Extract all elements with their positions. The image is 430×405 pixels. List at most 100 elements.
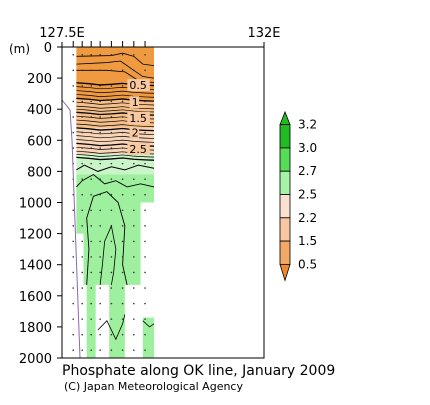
sample-point bbox=[99, 225, 101, 227]
contour-label: 0.5 bbox=[129, 79, 147, 92]
sample-point bbox=[110, 116, 113, 118]
sample-point bbox=[72, 131, 75, 134]
sample-point bbox=[121, 302, 124, 305]
sample-point bbox=[81, 333, 83, 336]
sample-point bbox=[144, 209, 146, 212]
sample-point bbox=[110, 225, 113, 227]
sample-point bbox=[121, 225, 124, 227]
sample-point bbox=[110, 131, 113, 134]
sample-point bbox=[133, 53, 135, 56]
sample-point bbox=[99, 85, 101, 87]
y-tick-label: 800 bbox=[27, 165, 52, 180]
contour-3-1-deep bbox=[142, 320, 155, 328]
sample-point bbox=[81, 349, 83, 352]
sample-point bbox=[110, 53, 113, 56]
y-tick-label: 600 bbox=[27, 134, 52, 149]
colorbar: 3.2 3.0 2.7 2.5 2.2 1.5 0.5 bbox=[279, 110, 317, 282]
colorbar-label: 3.0 bbox=[298, 141, 317, 155]
colorbar-label: 2.2 bbox=[298, 211, 317, 225]
colorbar-segment bbox=[279, 240, 291, 265]
sample-point bbox=[121, 256, 124, 258]
sample-point bbox=[99, 53, 101, 56]
sample-point bbox=[110, 162, 113, 165]
sample-point bbox=[90, 333, 92, 336]
sample-point bbox=[99, 240, 101, 243]
contour-line bbox=[76, 108, 155, 113]
colorbar-segment bbox=[279, 170, 291, 195]
sample-point bbox=[90, 162, 92, 165]
colorbar-segment bbox=[279, 217, 291, 242]
colorbar-segment bbox=[279, 194, 291, 219]
sample-point bbox=[90, 85, 92, 87]
sample-point bbox=[90, 131, 92, 134]
sample-point bbox=[133, 302, 135, 305]
sample-point bbox=[121, 318, 124, 320]
sample-point bbox=[133, 178, 135, 180]
sample-point bbox=[133, 193, 135, 196]
colorbar-label: 3.2 bbox=[298, 118, 317, 132]
sample-point bbox=[133, 287, 135, 289]
sample-point bbox=[81, 271, 83, 274]
sample-point bbox=[99, 147, 101, 149]
sample-point bbox=[90, 209, 92, 212]
sample-point bbox=[110, 209, 113, 212]
colorbar-label: 2.7 bbox=[298, 164, 317, 178]
sample-point bbox=[133, 318, 135, 320]
sample-point bbox=[72, 147, 75, 149]
sample-point bbox=[81, 131, 83, 134]
sample-point bbox=[72, 333, 75, 336]
contour-upper-1 bbox=[76, 52, 155, 67]
contour-label-bg bbox=[127, 111, 150, 124]
sample-point bbox=[81, 256, 83, 258]
contour-3-0 bbox=[86, 191, 128, 286]
contour-label: 1 bbox=[132, 96, 139, 109]
sample-points bbox=[72, 53, 146, 352]
sample-point bbox=[144, 69, 146, 72]
sample-point bbox=[110, 147, 113, 149]
sample-point bbox=[133, 349, 135, 352]
sample-point bbox=[72, 318, 75, 320]
sample-point bbox=[81, 302, 83, 305]
sample-point bbox=[81, 100, 83, 103]
contour-line bbox=[76, 139, 155, 143]
sample-point bbox=[110, 271, 113, 274]
sample-point bbox=[133, 225, 135, 227]
sample-point bbox=[144, 162, 146, 165]
sample-point bbox=[110, 287, 113, 289]
contour-line bbox=[76, 101, 155, 106]
sample-point bbox=[110, 318, 113, 320]
sample-point bbox=[81, 69, 83, 72]
sample-point bbox=[133, 333, 135, 336]
sample-point bbox=[90, 116, 92, 118]
sample-point bbox=[121, 178, 124, 180]
x-axis: 127.5E 132E bbox=[39, 26, 281, 47]
sample-point bbox=[99, 100, 101, 103]
sample-point bbox=[90, 147, 92, 149]
y-tick-label: 1000 bbox=[19, 197, 52, 212]
sample-point bbox=[99, 178, 101, 180]
contour-label: 2.5 bbox=[129, 143, 147, 156]
credit-line: (C) Japan Meteorological Agency bbox=[64, 380, 243, 393]
chart-title: Phosphate along OK line, January 2009 bbox=[62, 363, 335, 379]
sample-point bbox=[110, 240, 113, 243]
sample-point bbox=[110, 349, 113, 352]
y-axis: 0 200 400 600 800 1000 1200 1400 1600 1800 2000 bbox=[19, 41, 62, 367]
sample-point bbox=[99, 162, 101, 165]
colorbar-segment bbox=[279, 124, 291, 149]
sample-point bbox=[121, 209, 124, 212]
contour-line bbox=[76, 90, 155, 94]
colorbar-bottom-extension bbox=[279, 263, 291, 282]
sample-point bbox=[121, 162, 124, 165]
sample-point bbox=[121, 131, 124, 134]
y-tick-label: 400 bbox=[27, 103, 52, 118]
sample-point bbox=[81, 225, 83, 227]
colorbar-label: 2.5 bbox=[298, 188, 317, 202]
sample-point bbox=[133, 69, 135, 72]
sample-point bbox=[81, 287, 83, 289]
sample-point bbox=[121, 147, 124, 149]
sample-point bbox=[121, 53, 124, 56]
contour-line bbox=[76, 105, 155, 110]
y-tick-label: 2000 bbox=[19, 352, 52, 367]
sample-point bbox=[72, 225, 75, 227]
sample-point bbox=[90, 100, 92, 103]
